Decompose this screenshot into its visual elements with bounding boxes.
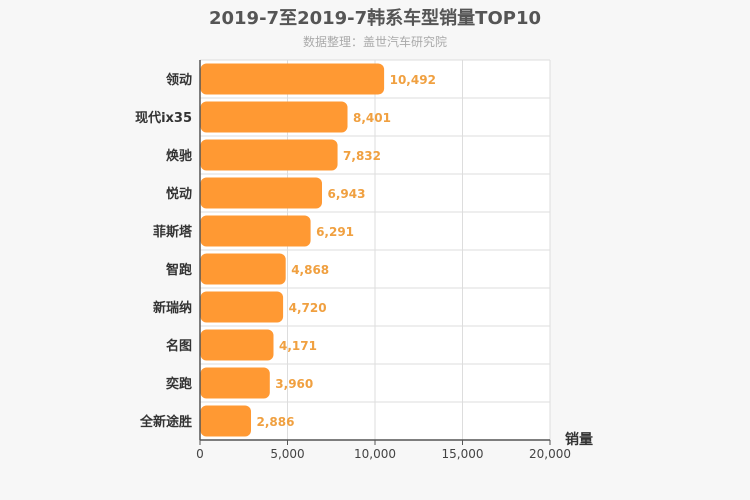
bar (200, 101, 348, 133)
data-label: 6,943 (328, 187, 366, 201)
data-label: 4,720 (289, 301, 327, 315)
data-label: 8,401 (353, 111, 391, 125)
category-label: 全新途胜 (139, 414, 192, 430)
bar (200, 329, 274, 361)
bar (200, 405, 252, 437)
x-tick-label: 15,000 (442, 447, 484, 461)
category-label: 领动 (166, 72, 192, 88)
bar (200, 177, 323, 209)
category-label: 奕跑 (166, 376, 192, 392)
x-tick-label: 0 (196, 447, 204, 461)
category-label: 悦动 (166, 186, 192, 202)
category-label: 新瑞纳 (153, 300, 192, 316)
data-label: 4,868 (291, 263, 329, 277)
data-label: 7,832 (343, 149, 381, 163)
bar (200, 253, 286, 285)
bar (200, 63, 385, 95)
data-label: 3,960 (275, 377, 313, 391)
bar (200, 291, 284, 323)
data-label: 2,886 (257, 415, 295, 429)
category-label: 焕驰 (166, 148, 192, 164)
x-tick-label: 5,000 (270, 447, 304, 461)
bar (200, 367, 270, 399)
chart-subtitle: 数据整理：盖世汽车研究院 (302, 35, 447, 49)
x-tick-label: 20,000 (529, 447, 571, 461)
category-label: 名图 (166, 338, 192, 354)
chart-title: 2019-7至2019-7韩系车型销量TOP10 (208, 8, 541, 29)
bar (200, 139, 338, 171)
bars-group: 10,492 8,401 7,832 6,943 6,291 4,868 4,720 4,17… (200, 63, 436, 437)
category-label: 菲斯塔 (153, 224, 193, 240)
data-label: 6,291 (316, 225, 354, 239)
category-label: 智跑 (166, 262, 192, 278)
x-tick-label: 10,000 (354, 447, 396, 461)
data-label: 4,171 (279, 339, 317, 353)
bar (200, 215, 311, 247)
data-label: 10,492 (390, 73, 436, 87)
category-label: 现代ix35 (135, 110, 192, 126)
x-axis-title: 销量 (565, 431, 593, 448)
